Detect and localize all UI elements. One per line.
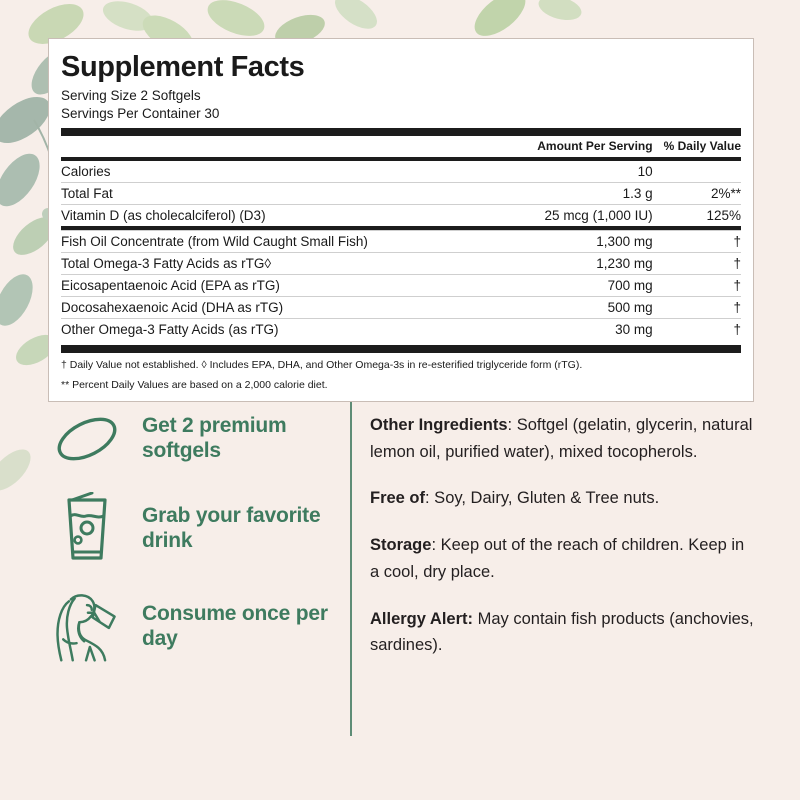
- header-nutrient: [61, 136, 469, 157]
- table-row: Docosahexaenoic Acid (DHA as rTG) 500 mg †: [61, 295, 741, 319]
- lower-info-section: Get 2 premium softgels Grab your favorit…: [48, 402, 754, 742]
- detail-paragraph: Other Ingredients: Softgel (gelatin, gly…: [370, 412, 754, 465]
- nutrient-name: Total Fat: [61, 182, 469, 205]
- nutrient-daily-value: 2%**: [652, 182, 741, 205]
- footnote-percent-daily-values: ** Percent Daily Values are based on a 2…: [61, 379, 328, 392]
- person-drinking-icon: [48, 588, 126, 666]
- nutrient-amount: 30 mg: [469, 317, 653, 340]
- header-amount-per-serving: Amount Per Serving: [537, 139, 653, 154]
- nutrient-daily-value: †: [652, 251, 741, 275]
- nutrient-amount: 1,300 mg: [469, 229, 653, 253]
- nutrient-daily-value: 125%: [652, 204, 741, 227]
- nutrient-amount: 25 mcg (1,000 IU): [469, 204, 653, 227]
- nutrient-amount: 700 mg: [469, 273, 653, 297]
- nutrient-daily-value: [653, 161, 741, 183]
- detail-body: : Softgel (gelatin, glycerin, natural le…: [370, 416, 753, 461]
- nutrient-name: Docosahexaenoic Acid (DHA as rTG): [61, 295, 469, 319]
- vertical-divider: [350, 402, 352, 736]
- supplement-facts-card: Supplement Facts Serving Size 2 Softgels…: [48, 38, 754, 403]
- nutrient-daily-value: †: [652, 273, 741, 297]
- supplement-facts-table: Amount Per Serving % Daily Value: [61, 136, 741, 157]
- drinking-glass-icon: [48, 492, 126, 566]
- nutrient-name: Calories: [61, 164, 111, 180]
- detail-paragraph: Free of: Soy, Dairy, Gluten & Tree nuts.: [370, 485, 754, 512]
- supplement-facts-body: Calories 10 Total Fat 1.3 g 2%** Vitamin D (a…: [61, 161, 741, 340]
- table-row: Other Omega-3 Fatty Acids (as rTG) 30 mg †: [61, 317, 741, 340]
- how-to-use-list: Get 2 premium softgels Grab your favorit…: [48, 402, 350, 742]
- nutrient-name: Fish Oil Concentrate (from Wild Caught S…: [61, 229, 469, 253]
- nutrient-daily-value: †: [652, 317, 741, 340]
- how-to-step-2: Grab your favorite drink: [48, 492, 350, 566]
- detail-label: Allergy Alert:: [370, 609, 473, 628]
- detail-body: May contain fish products (anchovies, sa…: [370, 609, 754, 655]
- product-details-column: Other Ingredients: Softgel (gelatin, gly…: [370, 402, 754, 742]
- leaf-cluster-bottom-left: [0, 449, 31, 491]
- footnote-daily-value: † Daily Value not established. ◊ Include…: [61, 358, 583, 371]
- nutrient-amount: 1.3 g: [469, 182, 653, 205]
- nutrient-name: Total Omega-3 Fatty Acids as rTG◊: [61, 251, 469, 275]
- nutrient-amount: 1,230 mg: [469, 251, 653, 275]
- table-row: Total Omega-3 Fatty Acids as rTG◊ 1,230 m…: [61, 251, 741, 275]
- detail-body: : Soy, Dairy, Gluten & Tree nuts.: [425, 489, 660, 508]
- nutrient-daily-value: †: [652, 229, 741, 253]
- table-row: Vitamin D (as cholecalciferol) (D3) 25 mc…: [61, 204, 741, 227]
- how-to-step-3: Consume once per day: [48, 588, 350, 666]
- nutrient-daily-value: †: [652, 295, 741, 319]
- table-row: Calories 10: [61, 161, 741, 183]
- how-to-step-2-label: Grab your favorite drink: [142, 504, 321, 552]
- how-to-step-1-label: Get 2 premium softgels: [142, 414, 287, 462]
- nutrient-name: Vitamin D (as cholecalciferol) (D3): [61, 204, 469, 227]
- nutrient-name: Other Omega-3 Fatty Acids (as rTG): [61, 317, 469, 340]
- row-group-separator: [61, 226, 741, 231]
- how-to-step-1: Get 2 premium softgels: [48, 408, 350, 470]
- nutrient-name: Eicosapentaenoic Acid (EPA as rTG): [61, 273, 469, 297]
- serving-size: Serving Size 2 Softgels: [61, 88, 201, 104]
- detail-paragraph: Allergy Alert: May contain fish products…: [370, 606, 754, 659]
- table-header-row: Amount Per Serving % Daily Value: [61, 136, 741, 157]
- rule-thick-bottom: [61, 344, 741, 353]
- nutrient-amount: 500 mg: [469, 295, 653, 319]
- table-row: Total Fat 1.3 g 2%**: [61, 182, 741, 205]
- nutrient-amount: 10: [637, 164, 653, 180]
- detail-body: : Keep out of the reach of children. Kee…: [370, 536, 745, 581]
- page-title: Supplement Facts: [61, 51, 305, 83]
- how-to-step-3-label: Consume once per day: [142, 602, 328, 650]
- detail-paragraph: Storage: Keep out of the reach of childr…: [370, 532, 754, 585]
- detail-label: Free of: [370, 489, 426, 508]
- table-row: Eicosapentaenoic Acid (EPA as rTG) 700 mg…: [61, 273, 741, 297]
- servings-per-container: Servings Per Container 30: [61, 106, 220, 122]
- softgel-capsule-icon: [48, 408, 126, 470]
- rule-under-header: [61, 157, 741, 162]
- table-row: Fish Oil Concentrate (from Wild Caught S…: [61, 229, 741, 253]
- header-daily-value: % Daily Value: [663, 139, 741, 154]
- detail-label: Storage: [370, 536, 432, 555]
- rule-thick-top: [61, 128, 741, 137]
- detail-label: Other Ingredients: [370, 416, 508, 434]
